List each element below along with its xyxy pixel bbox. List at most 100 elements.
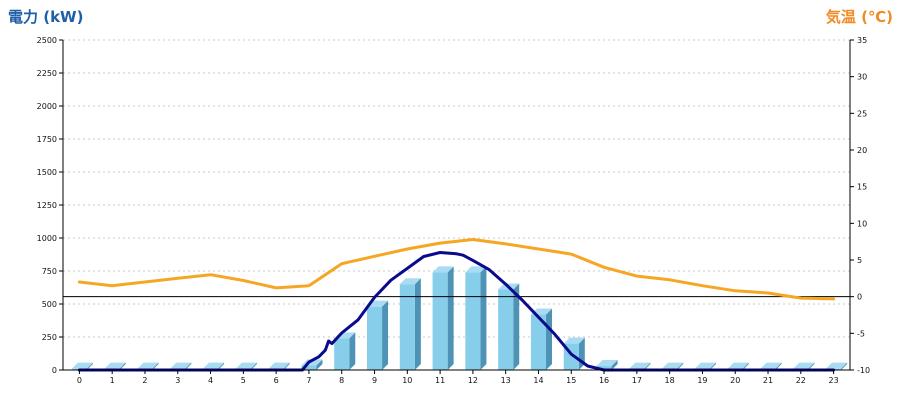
bar-side [349, 332, 356, 370]
right-tick-label: 35 [857, 36, 867, 45]
x-tick-label: 22 [796, 376, 806, 385]
right-tick-label: -10 [857, 366, 870, 375]
bar-top [432, 266, 454, 273]
bar-9 [366, 300, 389, 370]
temperature-line [77, 238, 836, 301]
left-tick-label: 2250 [37, 69, 57, 78]
right-tick-label: 5 [857, 256, 862, 265]
bar-top [629, 362, 651, 369]
bar-front [432, 272, 448, 370]
bar-side [546, 308, 553, 370]
bar-side [513, 283, 520, 370]
left-tick-label: 750 [42, 267, 57, 276]
bar-14 [530, 308, 553, 370]
bar-side [185, 362, 192, 370]
x-tick-label: 7 [306, 376, 311, 385]
x-tick-label: 9 [372, 376, 377, 385]
x-tick-label: 11 [435, 376, 445, 385]
line-series-layer [63, 238, 850, 372]
bar-15 [563, 337, 585, 370]
bar-top [235, 362, 257, 369]
bar-top [268, 362, 290, 369]
bar-12 [465, 266, 487, 370]
right-tick-label: 15 [857, 183, 867, 192]
bar-side [709, 362, 716, 370]
bar-side [808, 362, 815, 370]
bar-front [530, 314, 547, 370]
bar-11 [432, 266, 454, 370]
bar-side [841, 362, 848, 370]
right-tick-label: 10 [857, 219, 867, 228]
bar-front [366, 306, 383, 370]
bar-side [119, 362, 126, 370]
bar-front [334, 338, 350, 370]
x-tick-label: 18 [665, 376, 675, 385]
bar-top [465, 266, 487, 273]
right-tick-label: 30 [857, 73, 867, 82]
x-tick-label: 10 [402, 376, 412, 385]
bar-side [414, 278, 421, 370]
bar-16 [596, 360, 618, 370]
bar-front [465, 272, 481, 370]
right-tick-label: 25 [857, 109, 867, 118]
bar-series [71, 266, 848, 370]
bar-top [793, 362, 815, 369]
left-tick-label: 2500 [37, 36, 57, 45]
x-tick-label: 19 [697, 376, 707, 385]
right-axis-title: 気温 (℃) [826, 8, 893, 26]
bar-front [498, 289, 514, 370]
x-tick-label: 17 [632, 376, 642, 385]
axis-layer: 02505007501000125015001750200022502500-1… [37, 36, 870, 385]
x-tick-label: 20 [730, 376, 740, 385]
bar-top [596, 360, 618, 367]
bar-side [283, 362, 290, 370]
bar-side [86, 362, 93, 370]
bar-side [316, 359, 323, 370]
left-tick-label: 2000 [37, 102, 57, 111]
x-tick-label: 1 [110, 376, 115, 385]
bar-side [152, 362, 159, 370]
bar-top [104, 362, 126, 369]
bar-side [447, 266, 454, 370]
bar-side [611, 360, 618, 370]
bar-side [742, 362, 749, 370]
bar-top [826, 362, 848, 369]
bar-side [775, 362, 782, 370]
right-tick-label: -5 [857, 329, 865, 338]
right-tick-label: 0 [857, 293, 862, 302]
bar-side [218, 362, 225, 370]
x-tick-label: 15 [566, 376, 576, 385]
bar-10 [399, 278, 421, 370]
bar-front [301, 365, 317, 370]
x-tick-label: 23 [829, 376, 839, 385]
x-tick-label: 16 [599, 376, 609, 385]
bar-top [760, 362, 782, 369]
bar-8 [334, 332, 356, 370]
left-tick-label: 250 [42, 333, 57, 342]
bar-top [399, 278, 421, 285]
x-tick-label: 5 [241, 376, 246, 385]
bar-side [250, 362, 257, 370]
bar-top [170, 362, 192, 369]
bar-top [727, 362, 749, 369]
left-axis-title: 電力 (kW) [8, 8, 83, 26]
bar-side [644, 362, 651, 370]
left-tick-label: 1750 [37, 135, 57, 144]
bar-top [563, 337, 585, 344]
bar-13 [498, 283, 520, 370]
left-tick-label: 1500 [37, 168, 57, 177]
x-tick-label: 6 [274, 376, 279, 385]
bar-top [662, 362, 684, 369]
x-tick-label: 0 [77, 376, 82, 385]
x-tick-label: 3 [175, 376, 180, 385]
x-tick-label: 8 [339, 376, 344, 385]
grid-layer [63, 39, 850, 338]
bar-top [137, 362, 159, 369]
x-tick-label: 12 [468, 376, 478, 385]
x-tick-label: 2 [142, 376, 147, 385]
bar-side [382, 300, 389, 370]
bar-front [399, 284, 415, 370]
x-tick-label: 21 [763, 376, 773, 385]
right-tick-label: 20 [857, 146, 867, 155]
